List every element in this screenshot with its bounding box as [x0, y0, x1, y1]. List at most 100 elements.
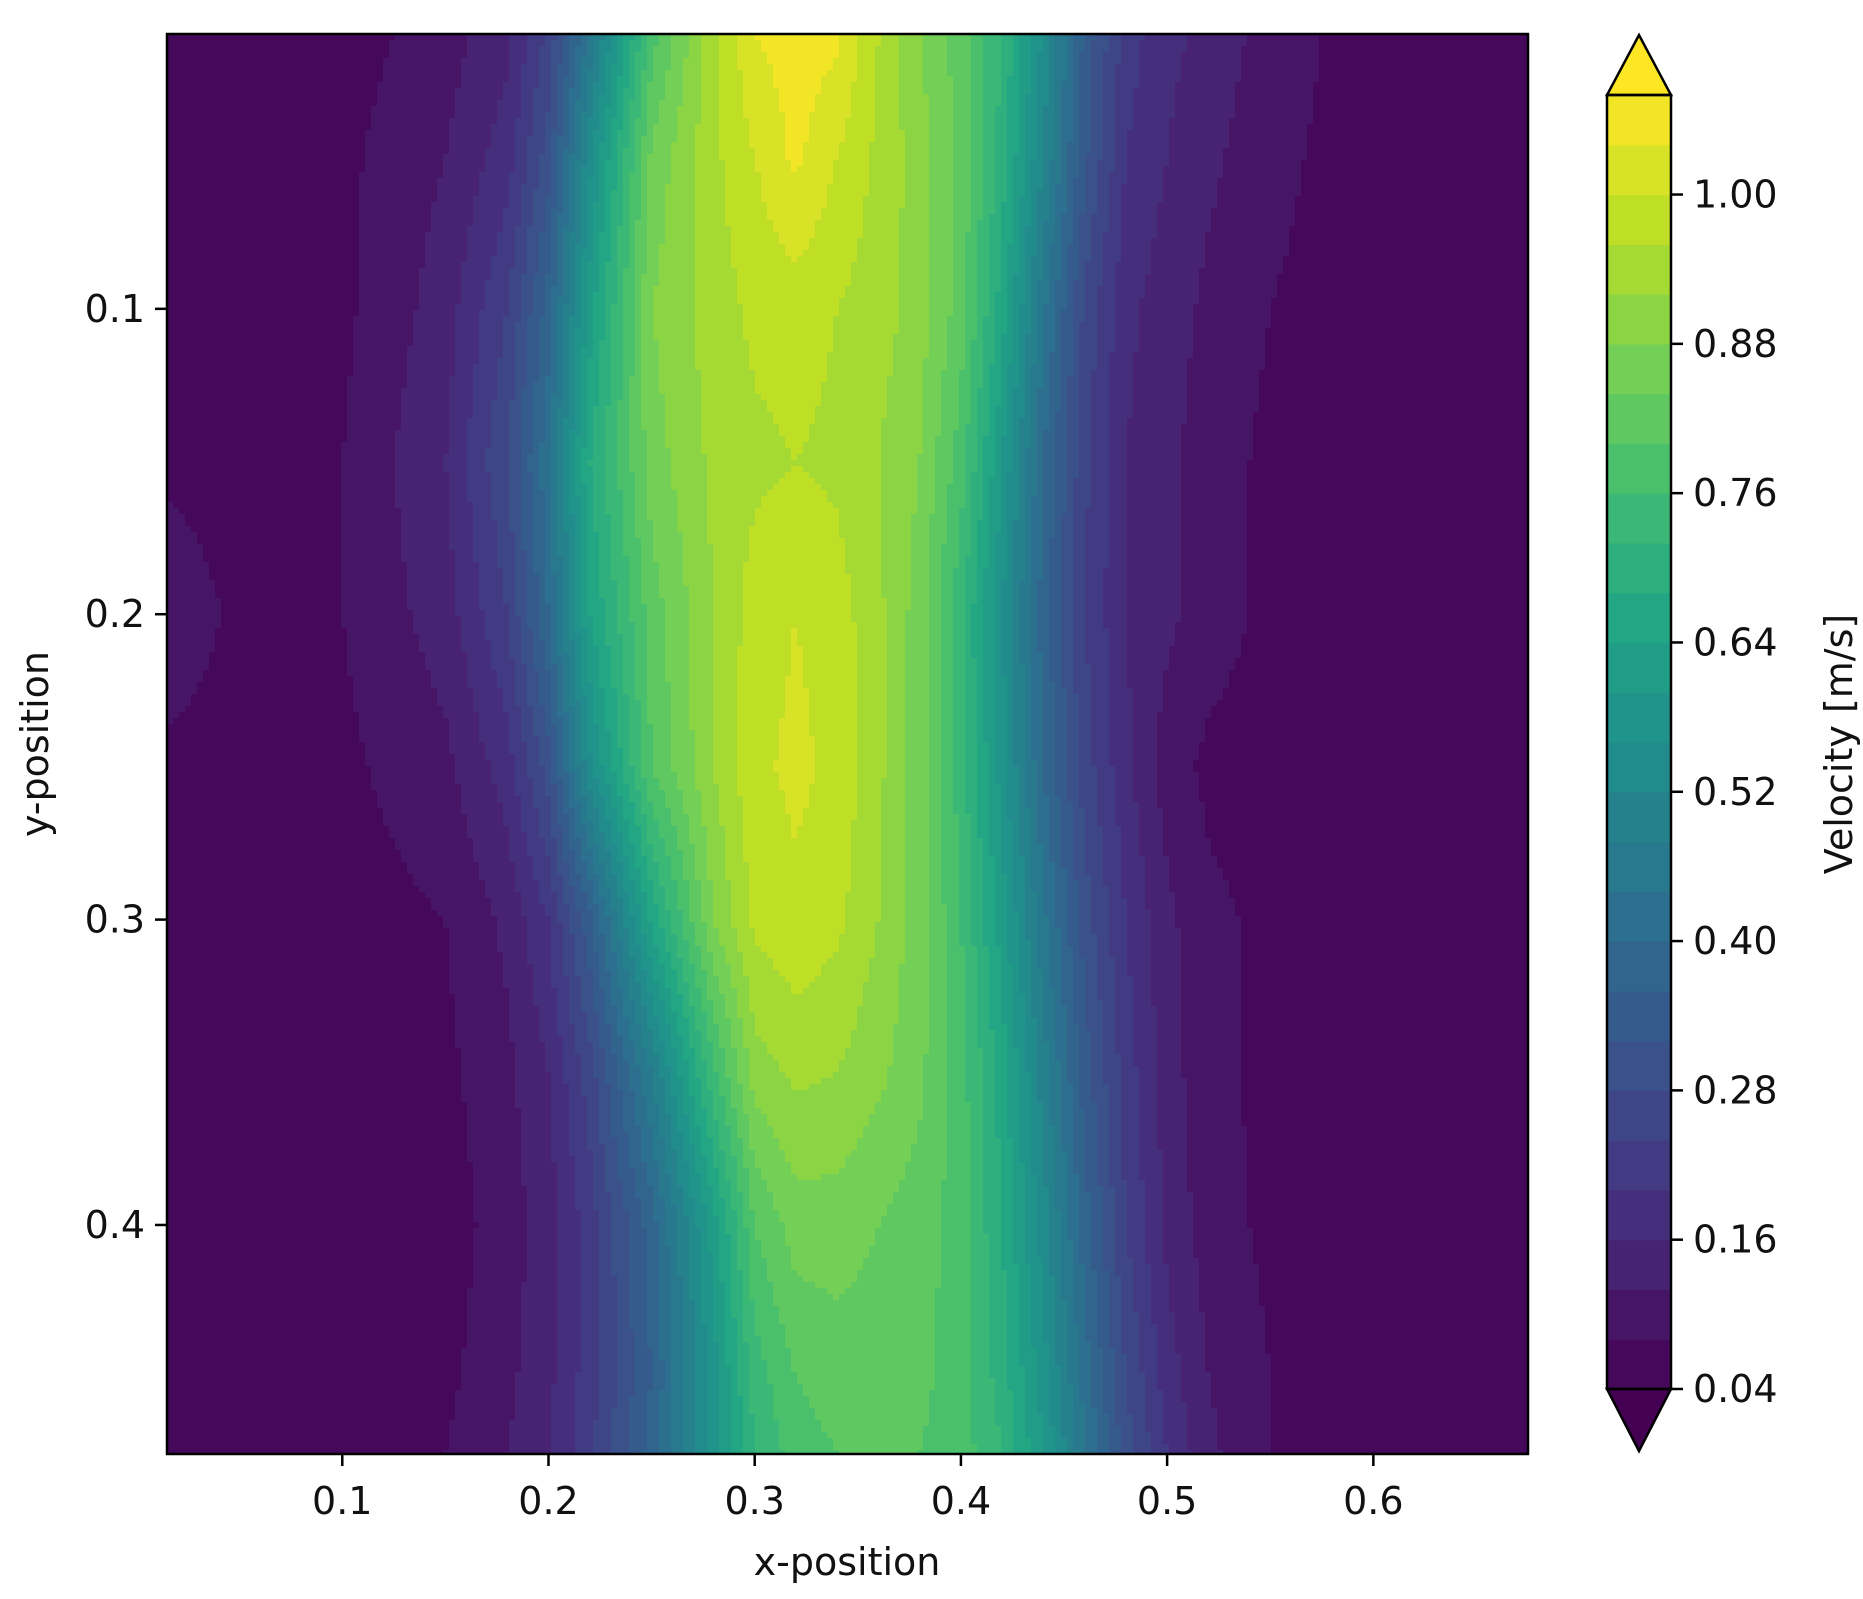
- heatmap-cell: [1127, 160, 1134, 167]
- heatmap-cell: [971, 136, 978, 143]
- heatmap-cell: [1199, 154, 1206, 161]
- heatmap-cell: [173, 148, 180, 155]
- heatmap-cell: [791, 142, 798, 149]
- heatmap-cell: [389, 100, 396, 107]
- heatmap-cell: [977, 136, 984, 143]
- heatmap-cell: [449, 70, 456, 77]
- heatmap-cell: [1427, 58, 1434, 65]
- heatmap-cell: [935, 118, 942, 125]
- heatmap-cell: [1235, 136, 1242, 143]
- heatmap-cell: [191, 100, 198, 107]
- heatmap-cell: [611, 148, 618, 155]
- heatmap-cell: [323, 70, 330, 77]
- heatmap-cell: [839, 58, 846, 65]
- heatmap-cell: [905, 136, 912, 143]
- heatmap-cell: [623, 118, 630, 125]
- heatmap-cell: [623, 160, 630, 167]
- heatmap-cell: [1487, 58, 1494, 65]
- heatmap-cell: [1379, 94, 1386, 101]
- heatmap-cell: [815, 40, 822, 47]
- heatmap-cell: [1415, 154, 1422, 161]
- heatmap-cell: [437, 52, 444, 59]
- heatmap-cell: [659, 112, 666, 119]
- heatmap-cell: [1037, 118, 1044, 125]
- heatmap-cell: [815, 154, 822, 161]
- heatmap-cell: [1427, 142, 1434, 149]
- heatmap-cell: [1121, 148, 1128, 155]
- heatmap-cell: [479, 82, 486, 89]
- heatmap-cell: [1001, 40, 1008, 47]
- heatmap-cell: [401, 76, 408, 83]
- heatmap-cell: [1265, 136, 1272, 143]
- heatmap-cell: [419, 112, 426, 119]
- heatmap-cell: [803, 142, 810, 149]
- heatmap-cell: [563, 52, 570, 59]
- heatmap-cell: [749, 40, 756, 47]
- heatmap-cell: [659, 82, 666, 89]
- heatmap-cell: [1337, 76, 1344, 83]
- heatmap-cell: [209, 76, 216, 83]
- heatmap-cell: [1271, 46, 1278, 53]
- heatmap-cell: [221, 52, 228, 59]
- heatmap-cell: [695, 154, 702, 161]
- heatmap-cell: [1043, 94, 1050, 101]
- heatmap-cell: [1199, 100, 1206, 107]
- heatmap-cell: [1475, 82, 1482, 89]
- heatmap-cell: [1085, 154, 1092, 161]
- heatmap-cell: [983, 70, 990, 77]
- heatmap-cell: [917, 160, 924, 167]
- heatmap-cell: [905, 118, 912, 125]
- heatmap-cell: [1037, 106, 1044, 113]
- heatmap-cell: [899, 70, 906, 77]
- heatmap-cell: [353, 154, 360, 161]
- heatmap-cell: [1019, 94, 1026, 101]
- heatmap-cell: [425, 148, 432, 155]
- heatmap-cell: [1427, 118, 1434, 125]
- heatmap-cell: [1223, 88, 1230, 95]
- heatmap-cell: [779, 76, 786, 83]
- heatmap-cell: [1025, 94, 1032, 101]
- heatmap-cell: [1163, 52, 1170, 59]
- heatmap-cell: [611, 118, 618, 125]
- heatmap-cell: [863, 130, 870, 137]
- heatmap-cell: [1187, 136, 1194, 143]
- heatmap-cell: [653, 148, 660, 155]
- heatmap-cell: [299, 160, 306, 167]
- heatmap-cell: [479, 142, 486, 149]
- heatmap-cell: [1433, 136, 1440, 143]
- heatmap-cell: [227, 52, 234, 59]
- heatmap-cell: [1241, 148, 1248, 155]
- heatmap-cell: [971, 94, 978, 101]
- heatmap-cell: [1253, 112, 1260, 119]
- heatmap-cell: [317, 106, 324, 113]
- heatmap-cell: [911, 52, 918, 59]
- heatmap-cell: [233, 112, 240, 119]
- heatmap-cell: [689, 94, 696, 101]
- heatmap-cell: [1001, 112, 1008, 119]
- heatmap-cell: [569, 40, 576, 47]
- heatmap-cell: [773, 112, 780, 119]
- heatmap-cell: [389, 88, 396, 95]
- heatmap-cell: [1079, 46, 1086, 53]
- heatmap-cell: [1409, 124, 1416, 131]
- heatmap-cell: [1289, 58, 1296, 65]
- heatmap-cell: [1001, 58, 1008, 65]
- heatmap-cell: [683, 52, 690, 59]
- heatmap-cell: [665, 70, 672, 77]
- heatmap-cell: [1187, 46, 1194, 53]
- heatmap-cell: [833, 52, 840, 59]
- heatmap-cell: [557, 106, 564, 113]
- heatmap-cell: [1469, 94, 1476, 101]
- heatmap-cell: [899, 46, 906, 53]
- heatmap-cell: [1085, 130, 1092, 137]
- heatmap-cell: [599, 106, 606, 113]
- heatmap-cell: [1445, 76, 1452, 83]
- heatmap-cell: [1241, 82, 1248, 89]
- heatmap-cell: [701, 130, 708, 137]
- heatmap-cell: [491, 70, 498, 77]
- heatmap-cell: [977, 88, 984, 95]
- heatmap-cell: [575, 94, 582, 101]
- heatmap-cell: [371, 124, 378, 131]
- heatmap-cell: [989, 148, 996, 155]
- heatmap-cell: [347, 82, 354, 89]
